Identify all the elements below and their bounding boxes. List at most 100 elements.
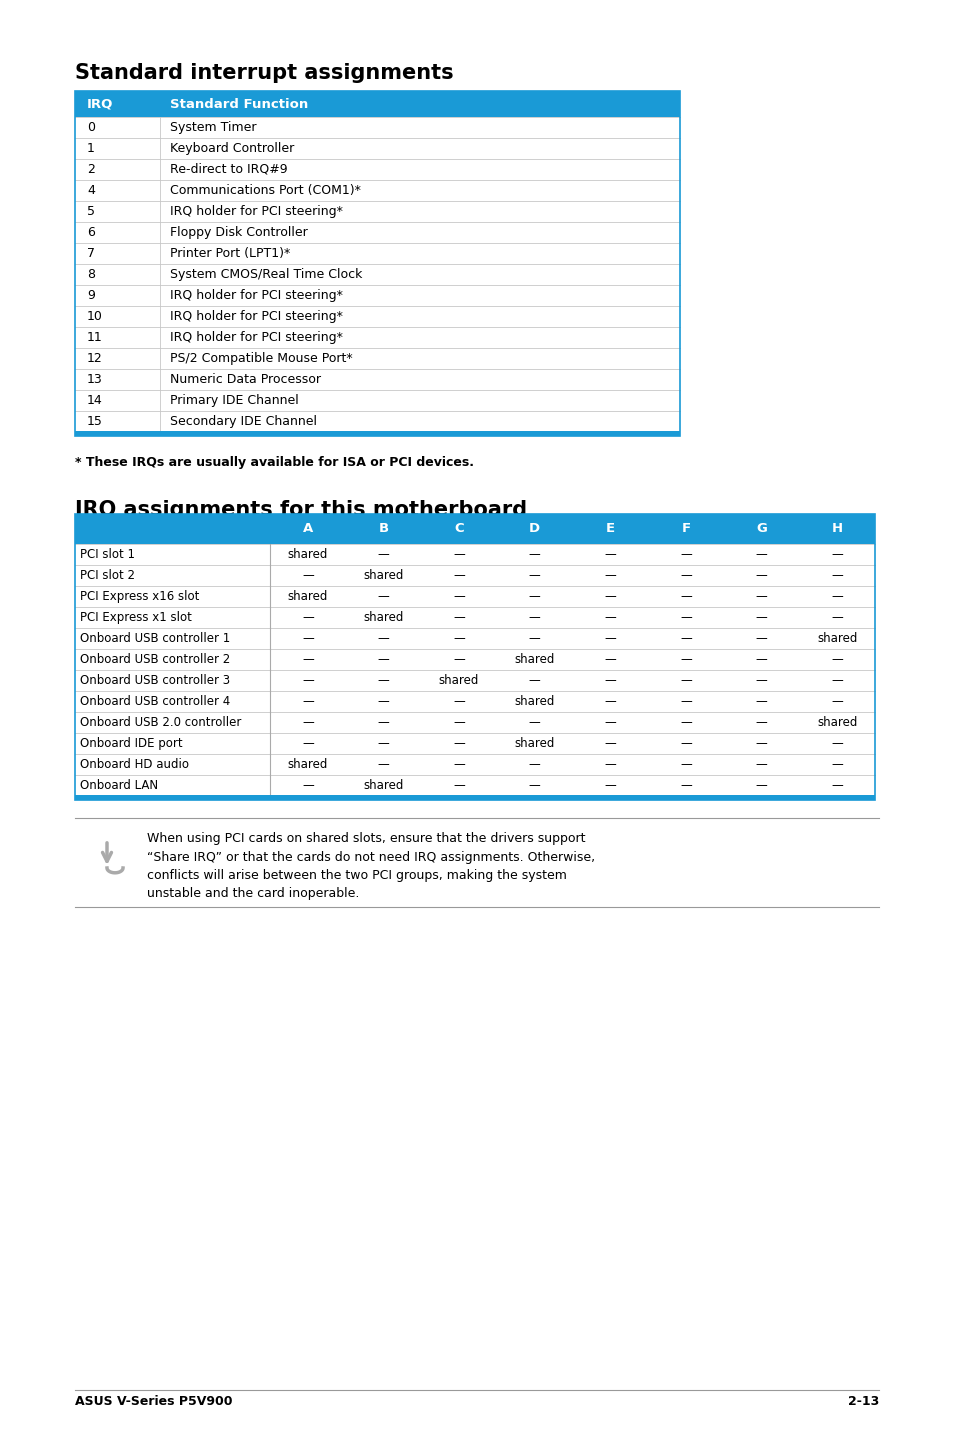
Text: 4: 4 <box>87 184 94 197</box>
Bar <box>75 411 679 431</box>
Text: —: — <box>301 611 314 624</box>
Text: —: — <box>755 631 766 646</box>
Text: —: — <box>528 548 540 561</box>
Bar <box>75 326 679 348</box>
Text: 9: 9 <box>87 289 94 302</box>
Text: —: — <box>604 695 616 707</box>
Text: Onboard USB controller 2: Onboard USB controller 2 <box>80 653 230 666</box>
Text: —: — <box>604 548 616 561</box>
Text: Onboard USB 2.0 controller: Onboard USB 2.0 controller <box>80 716 241 729</box>
Text: —: — <box>528 674 540 687</box>
Text: C: C <box>454 522 463 535</box>
Text: —: — <box>604 674 616 687</box>
Text: 15: 15 <box>87 416 103 429</box>
Bar <box>75 544 874 565</box>
Text: Secondary IDE Channel: Secondary IDE Channel <box>170 416 316 429</box>
Text: —: — <box>679 716 691 729</box>
Text: —: — <box>301 779 314 792</box>
Text: 11: 11 <box>87 331 103 344</box>
Text: —: — <box>377 758 389 771</box>
Text: —: — <box>830 674 842 687</box>
Text: —: — <box>755 590 766 603</box>
Bar <box>75 306 679 326</box>
Text: —: — <box>679 611 691 624</box>
Bar <box>75 180 679 201</box>
Bar <box>75 649 874 670</box>
Text: —: — <box>604 779 616 792</box>
Text: —: — <box>830 738 842 751</box>
Text: shared: shared <box>514 738 555 751</box>
Text: Re-direct to IRQ#9: Re-direct to IRQ#9 <box>170 162 287 175</box>
Bar <box>75 265 679 285</box>
Text: —: — <box>679 695 691 707</box>
Bar <box>75 513 874 544</box>
Text: —: — <box>377 738 389 751</box>
Bar <box>75 565 874 587</box>
Text: —: — <box>679 779 691 792</box>
Text: Printer Port (LPT1)*: Printer Port (LPT1)* <box>170 247 290 260</box>
Text: shared: shared <box>287 758 328 771</box>
Text: —: — <box>528 716 540 729</box>
Text: Onboard LAN: Onboard LAN <box>80 779 158 792</box>
Text: PCI Express x1 slot: PCI Express x1 slot <box>80 611 192 624</box>
Text: —: — <box>453 631 464 646</box>
Text: —: — <box>453 758 464 771</box>
Text: —: — <box>755 674 766 687</box>
Text: IRQ holder for PCI steering*: IRQ holder for PCI steering* <box>170 206 342 219</box>
Text: —: — <box>453 590 464 603</box>
Text: shared: shared <box>363 611 403 624</box>
Bar <box>75 754 874 775</box>
Text: —: — <box>679 569 691 582</box>
Text: 7: 7 <box>87 247 95 260</box>
Text: —: — <box>377 631 389 646</box>
Text: 6: 6 <box>87 226 94 239</box>
Text: —: — <box>453 569 464 582</box>
Text: —: — <box>528 631 540 646</box>
Text: 13: 13 <box>87 372 103 385</box>
Text: —: — <box>755 716 766 729</box>
Text: Floppy Disk Controller: Floppy Disk Controller <box>170 226 308 239</box>
Text: —: — <box>301 716 314 729</box>
Bar <box>75 733 874 754</box>
Text: Numeric Data Processor: Numeric Data Processor <box>170 372 320 385</box>
Bar <box>75 775 874 797</box>
Bar <box>75 795 874 800</box>
Text: Standard interrupt assignments: Standard interrupt assignments <box>75 63 453 83</box>
Text: 12: 12 <box>87 352 103 365</box>
Text: —: — <box>301 674 314 687</box>
Bar <box>75 285 679 306</box>
Text: —: — <box>830 779 842 792</box>
Bar <box>75 91 679 436</box>
Bar <box>75 607 874 628</box>
Text: —: — <box>453 611 464 624</box>
Text: —: — <box>453 716 464 729</box>
Text: IRQ holder for PCI steering*: IRQ holder for PCI steering* <box>170 289 342 302</box>
Text: PS/2 Compatible Mouse Port*: PS/2 Compatible Mouse Port* <box>170 352 353 365</box>
Bar <box>75 513 874 800</box>
Text: —: — <box>679 758 691 771</box>
Text: Onboard USB controller 3: Onboard USB controller 3 <box>80 674 230 687</box>
Text: When using PCI cards on shared slots, ensure that the drivers support
“Share IRQ: When using PCI cards on shared slots, en… <box>147 833 595 900</box>
Text: shared: shared <box>438 674 478 687</box>
Text: Standard Function: Standard Function <box>170 98 308 111</box>
Text: —: — <box>453 779 464 792</box>
Text: D: D <box>529 522 539 535</box>
Text: —: — <box>604 716 616 729</box>
Text: shared: shared <box>514 653 555 666</box>
Text: shared: shared <box>514 695 555 707</box>
Text: —: — <box>755 758 766 771</box>
Text: —: — <box>755 738 766 751</box>
Text: —: — <box>830 695 842 707</box>
Text: System Timer: System Timer <box>170 121 256 134</box>
Bar <box>75 670 874 692</box>
Bar <box>75 201 679 221</box>
Text: PCI slot 2: PCI slot 2 <box>80 569 135 582</box>
Text: —: — <box>755 695 766 707</box>
Text: Onboard IDE port: Onboard IDE port <box>80 738 182 751</box>
Text: 10: 10 <box>87 311 103 324</box>
Text: shared: shared <box>287 590 328 603</box>
Text: shared: shared <box>363 569 403 582</box>
Text: Communications Port (COM1)*: Communications Port (COM1)* <box>170 184 360 197</box>
Text: —: — <box>453 695 464 707</box>
Text: B: B <box>378 522 388 535</box>
